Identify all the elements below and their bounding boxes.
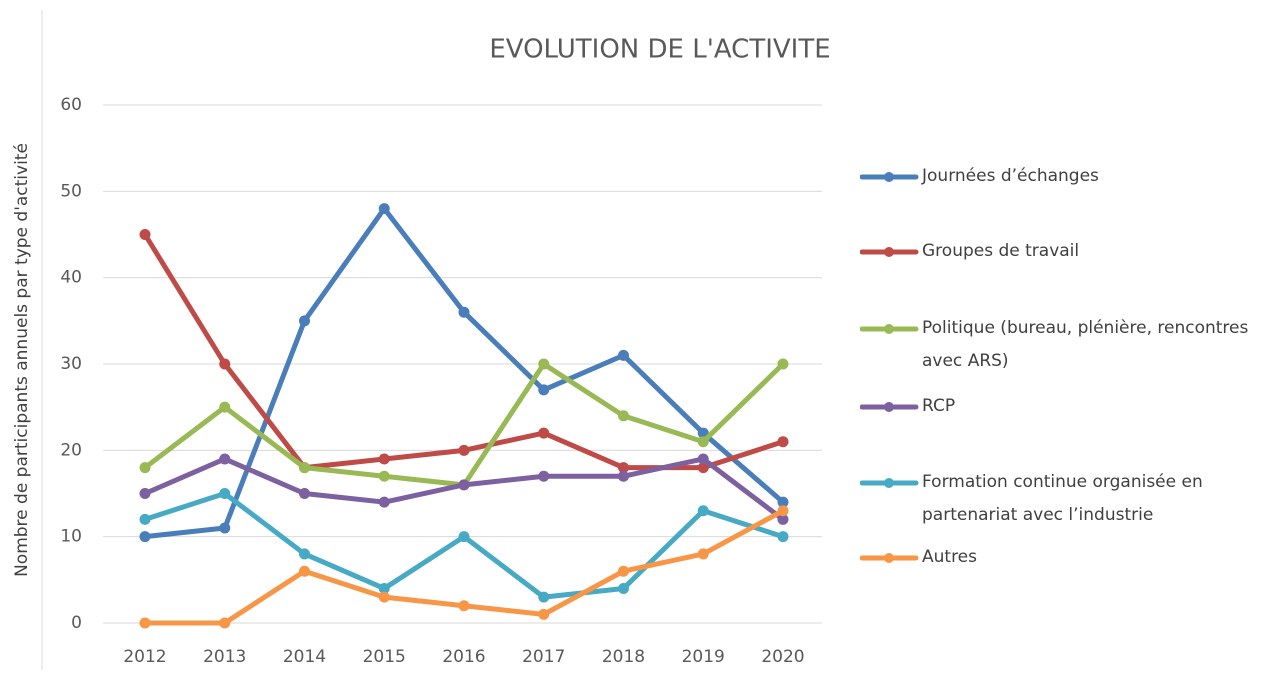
legend-dot (884, 402, 894, 412)
data-point (139, 462, 151, 474)
data-point (299, 548, 310, 560)
legend-swatch (860, 247, 919, 257)
y-tick-label: 10 (60, 527, 82, 547)
data-point (538, 384, 550, 396)
y-tick-label: 50 (60, 181, 82, 201)
legend-dot (884, 478, 894, 488)
data-point (697, 453, 709, 465)
data-point (139, 488, 151, 499)
data-point (139, 617, 151, 629)
series-line (142, 232, 786, 471)
data-point (299, 565, 310, 577)
data-point (777, 496, 789, 508)
data-point (378, 591, 390, 603)
data-point (378, 453, 390, 465)
data-point (777, 436, 789, 448)
legend-entry: Autres (860, 541, 1262, 574)
y-tick-label: 40 (60, 268, 82, 288)
y-axis-label: Nombre de participants annuels par type … (12, 143, 32, 577)
data-point (697, 548, 709, 560)
y-tick-label: 0 (71, 613, 82, 633)
data-point (299, 488, 310, 499)
data-point (219, 617, 231, 629)
data-point (378, 496, 390, 508)
data-point (219, 453, 231, 465)
data-point (299, 315, 310, 327)
data-point (618, 582, 629, 594)
data-point (618, 470, 629, 482)
data-point (777, 513, 789, 525)
data-point (458, 306, 470, 318)
data-point (538, 358, 550, 370)
data-point (458, 600, 470, 612)
x-tick-label: 2013 (203, 647, 246, 667)
data-point (378, 203, 390, 215)
legend-dot (884, 172, 894, 182)
y-tick-label: 30 (60, 354, 82, 374)
data-point (697, 462, 709, 474)
data-point (378, 582, 390, 594)
data-point (139, 229, 151, 240)
x-tick-label: 2016 (442, 647, 485, 667)
data-point (538, 427, 550, 439)
legend-label: Politique (bureau, plénière, rencontres … (922, 318, 1249, 371)
legend-entry: Formation continue organisée en partenar… (860, 466, 1262, 532)
data-point (697, 436, 709, 448)
y-tick-label: 60 (60, 95, 82, 115)
data-point (618, 565, 629, 577)
legend-swatch (860, 478, 919, 488)
legend-swatch (860, 172, 919, 182)
data-point (777, 505, 789, 517)
chart-title: EVOLUTION DE L'ACTIVITE (489, 35, 830, 65)
x-tick-label: 2020 (761, 647, 804, 667)
data-point (139, 513, 151, 525)
legend-dot (884, 553, 894, 563)
data-point (538, 470, 550, 482)
legend-label: Journées d’échanges (922, 166, 1099, 186)
data-point (618, 349, 629, 361)
legend-entry: Politique (bureau, plénière, rencontres … (860, 312, 1262, 378)
series-line (142, 491, 786, 600)
legend-entry: Journées d’échanges (860, 160, 1262, 193)
legend-swatch (860, 553, 919, 563)
legend-swatch (860, 402, 919, 412)
data-point (219, 358, 231, 370)
x-tick-label: 2015 (363, 647, 406, 667)
x-tick-label: 2014 (283, 647, 326, 667)
data-point (697, 505, 709, 517)
data-point (538, 608, 550, 620)
data-point (618, 410, 629, 422)
legend-dot (884, 247, 894, 257)
x-tick-label: 2019 (682, 647, 725, 667)
data-point (219, 488, 231, 499)
data-point (538, 591, 550, 603)
legend-swatch (860, 324, 919, 334)
legend-entry: RCP (860, 390, 1262, 423)
legend-label: Autres (922, 547, 978, 567)
data-point (219, 401, 231, 413)
x-tick-label: 2012 (123, 647, 166, 667)
legend-dot (884, 324, 894, 334)
legend-entry: Groupes de travail (860, 235, 1262, 268)
data-point (618, 462, 629, 474)
data-point (378, 470, 390, 482)
data-point (458, 444, 470, 456)
data-point (299, 462, 310, 474)
data-point (458, 479, 470, 491)
legend-label: Formation continue organisée en partenar… (922, 472, 1203, 525)
data-point (139, 531, 151, 543)
legend-label: RCP (922, 396, 956, 416)
data-point (777, 358, 789, 370)
legend-label: Groupes de travail (922, 241, 1080, 261)
x-tick-label: 2017 (522, 647, 565, 667)
data-point (777, 531, 789, 543)
data-point (458, 531, 470, 543)
x-tick-label: 2018 (602, 647, 645, 667)
y-tick-label: 20 (60, 440, 82, 460)
data-point (219, 522, 231, 534)
